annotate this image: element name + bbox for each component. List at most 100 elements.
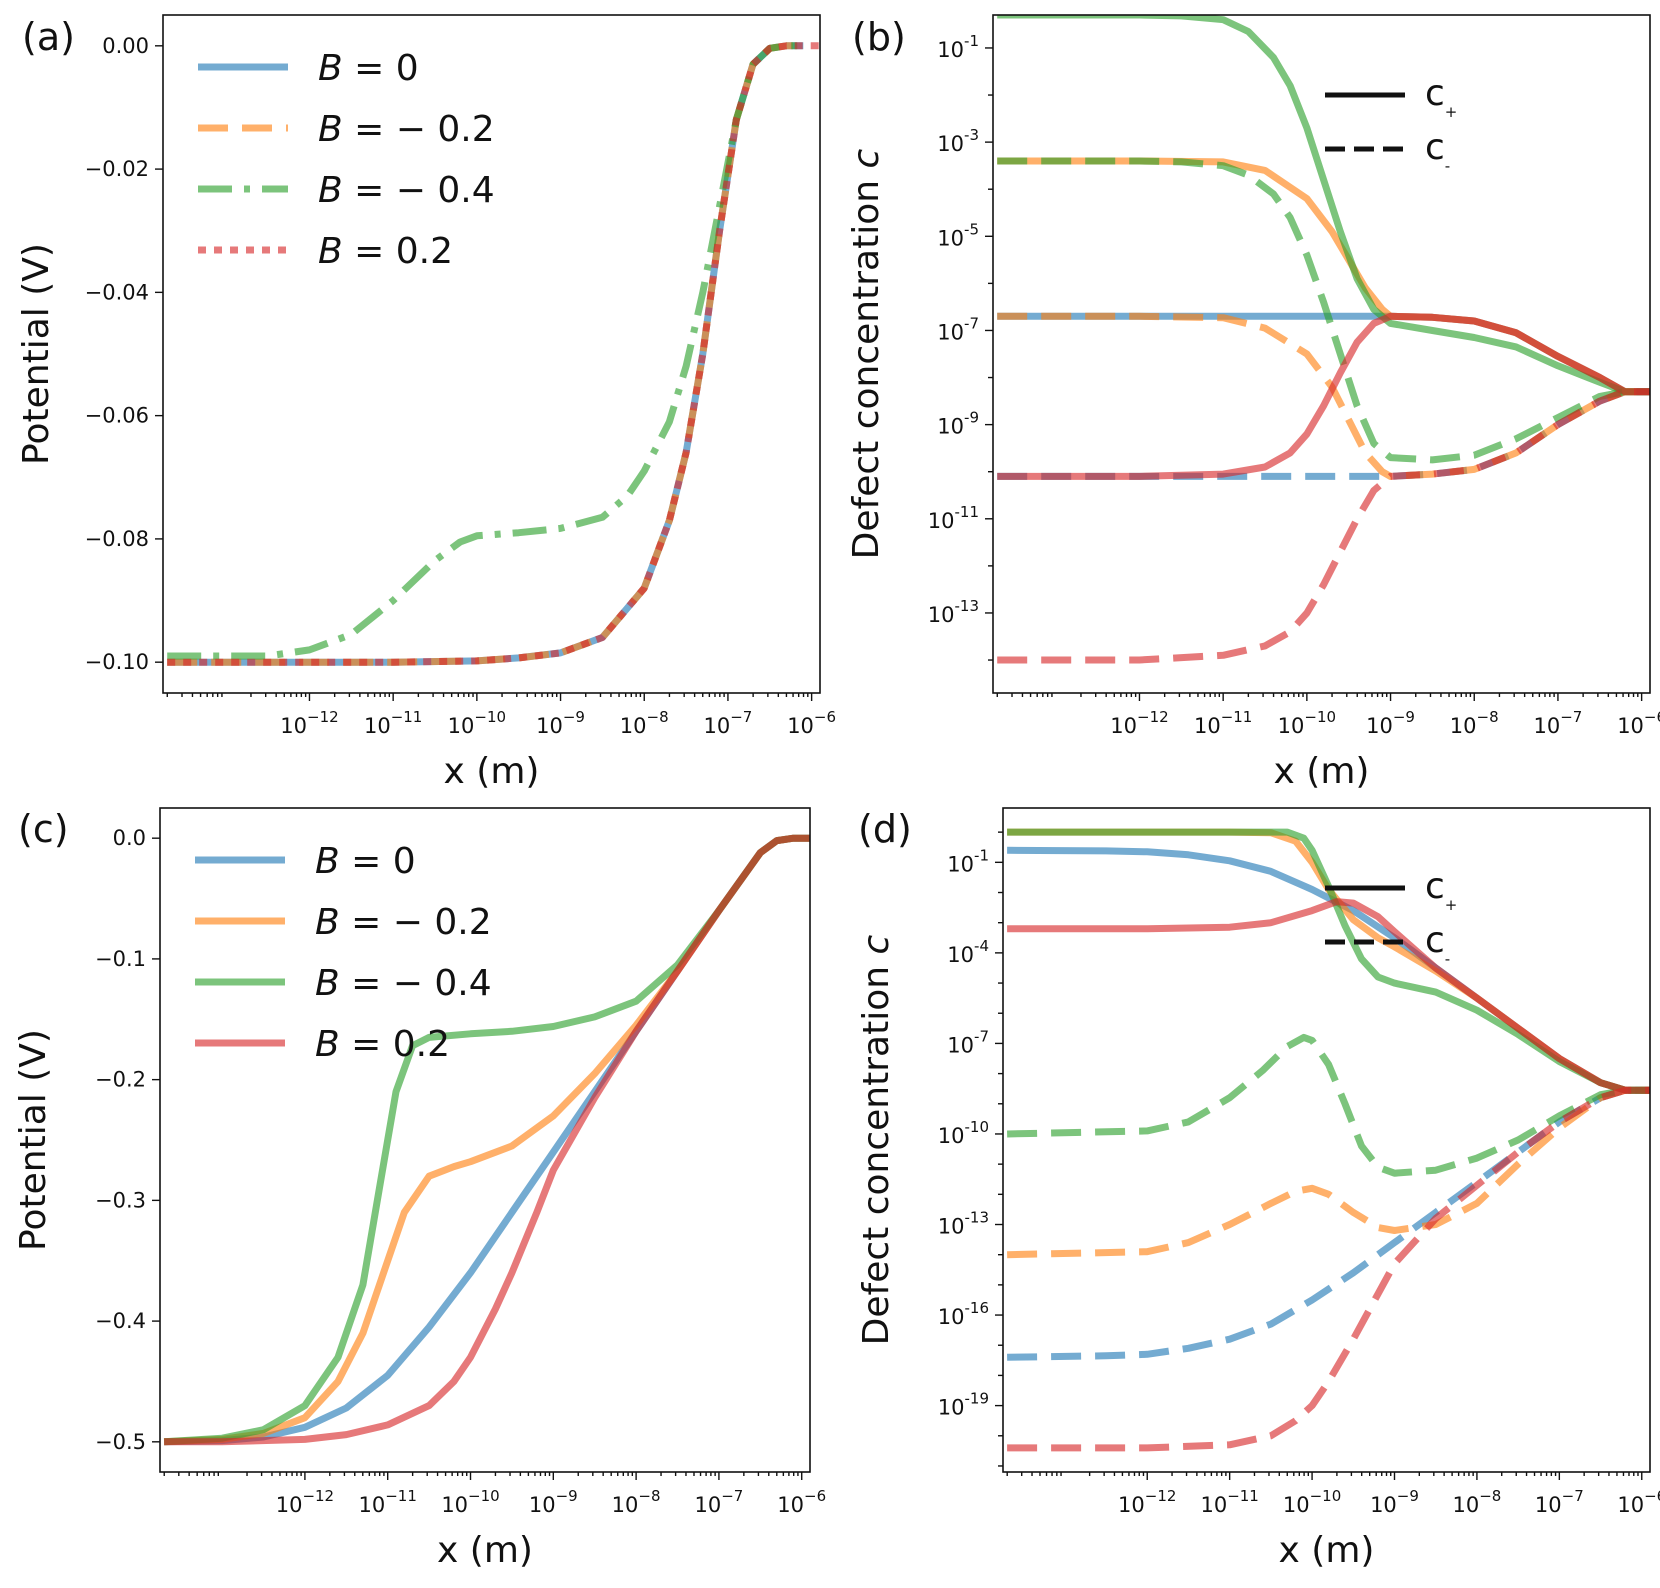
x-tick-label: 10−6: [787, 708, 836, 738]
x-tick-base: 10: [1200, 1493, 1227, 1517]
x-tick-label: 10−8: [1452, 1487, 1501, 1517]
legend-subscript: +: [1445, 103, 1458, 121]
y-tick-base: 10: [937, 415, 964, 439]
panel-a: (a)10−12 10−11 10−10 10−9 10−8 10−7 10−60.00−0…: [16, 14, 836, 792]
x-tick-exp: −11: [1221, 708, 1253, 726]
x-tick-exp: −12: [302, 1487, 334, 1505]
y-tick-exp: -13: [955, 597, 980, 615]
y-tick-base: 10: [937, 38, 964, 62]
x-tick-exp: −12: [1145, 1487, 1177, 1505]
series-group: [1007, 828, 1650, 1452]
x-tick-base: 10: [1370, 1493, 1397, 1517]
legend: c+ c-: [1325, 73, 1457, 175]
legend-entry-label: c-: [1425, 127, 1450, 175]
legend-entry-label: B = 0: [318, 48, 419, 89]
x-tick-exp: −8: [1479, 1487, 1501, 1505]
legend-variable: B: [318, 48, 343, 89]
x-tick-label: 10−9: [1370, 1487, 1419, 1517]
y-tick-label: 10-5: [937, 220, 979, 250]
series-group: [167, 42, 820, 666]
x-tick-base: 10: [1452, 1493, 1479, 1517]
x-axis-label: x (m): [1274, 751, 1370, 792]
legend-value: = 0: [343, 48, 419, 89]
x-tick-base: 10: [704, 714, 731, 738]
panel-label: (b): [852, 15, 906, 59]
y-tick-label: 10-1: [937, 32, 979, 62]
x-tick-exp: −6: [804, 1487, 826, 1505]
y-tick-label: 10-16: [938, 1299, 989, 1329]
legend-symbol: c: [1425, 920, 1445, 961]
y-tick-label: 10-13: [928, 597, 979, 627]
x-tick-label: 10−8: [612, 1487, 661, 1517]
y-tick-base: 10: [947, 943, 974, 967]
x-tick-exp: −11: [385, 1487, 417, 1505]
legend: B = 0B = − 0.2B = − 0.4B = 0.2: [198, 48, 495, 272]
x-tick-label: 10−11: [1200, 1487, 1258, 1517]
y-tick-exp: -1: [964, 32, 979, 50]
x-tick-exp: −10: [1310, 1487, 1342, 1505]
series-line: [997, 157, 1650, 464]
x-tick-label: 10−9: [536, 708, 585, 738]
y-tick-base: 10: [947, 1033, 974, 1057]
x-tick-exp: −7: [1560, 708, 1582, 726]
x-tick-exp: −9: [556, 1487, 578, 1505]
x-tick-exp: −11: [391, 708, 423, 726]
x-tick-exp: −11: [1227, 1487, 1259, 1505]
y-tick-exp: -7: [974, 1027, 989, 1045]
y-tick-base: 10: [938, 1305, 965, 1329]
legend-variable: B: [318, 170, 343, 211]
legend-variable: B: [315, 841, 340, 882]
y-tick-base: 10: [937, 132, 964, 156]
legend-subscript: -: [1445, 950, 1450, 968]
x-tick-label: 10−7: [1535, 1487, 1584, 1517]
x-tick-label: 10−6: [1617, 1487, 1660, 1517]
legend-symbol: c: [1425, 127, 1445, 168]
x-tick-base: 10: [1366, 714, 1393, 738]
y-tick-label: 10-13: [938, 1209, 989, 1239]
series-line: [1007, 1086, 1650, 1259]
x-tick-label: 10−7: [704, 708, 753, 738]
series-group: [163, 834, 810, 1446]
legend-entry-label: B = − 0.2: [315, 902, 492, 943]
legend-symbol: c: [1425, 866, 1445, 907]
y-tick-base: 10: [937, 320, 964, 344]
x-tick-exp: −8: [647, 708, 669, 726]
legend-entry-label: B = 0.2: [318, 231, 453, 272]
plot-frame: [159, 807, 811, 1473]
x-tick-label: 10−10: [1283, 1487, 1341, 1517]
legend: c+c-: [1325, 866, 1457, 968]
x-tick-base: 10: [1278, 714, 1305, 738]
x-axis-label: x (m): [1279, 1530, 1375, 1571]
y-tick-label: 0.0: [113, 826, 146, 850]
y-tick-exp: -9: [964, 409, 979, 427]
x-tick-label: 10−7: [1534, 708, 1583, 738]
y-tick-exp: -11: [955, 503, 980, 521]
series-group: [997, 15, 1650, 664]
x-tick-base: 10: [1283, 1493, 1310, 1517]
x-tick-base: 10: [448, 714, 475, 738]
y-axis-label: Potential (V): [13, 1029, 54, 1251]
y-tick-label: 10-4: [947, 937, 989, 967]
x-tick-exp: −6: [814, 708, 836, 726]
x-tick-base: 10: [276, 1493, 303, 1517]
series-line: [167, 42, 804, 666]
x-tick-label: 10−7: [694, 1487, 743, 1517]
y-tick-base: 10: [938, 1215, 965, 1239]
y-tick-label: −0.10: [85, 650, 149, 674]
y-tick-label: 10-7: [947, 1027, 989, 1057]
legend-subscript: -: [1445, 157, 1450, 175]
legend-variable: B: [315, 902, 340, 943]
legend-value: = − 0.2: [343, 109, 495, 150]
legend-value: = − 0.4: [340, 963, 492, 1004]
legend-entry-label: c+: [1425, 73, 1457, 121]
y-tick-base: 10: [928, 509, 955, 533]
y-tick-exp: -7: [964, 314, 979, 332]
x-tick-exp: −9: [1393, 708, 1415, 726]
x-tick-base: 10: [777, 1493, 804, 1517]
x-tick-exp: −8: [638, 1487, 660, 1505]
series-line: [1007, 898, 1650, 1094]
legend-value: = − 0.2: [340, 902, 492, 943]
y-tick-label: 10-11: [928, 503, 979, 533]
x-tick-label: 10−10: [1278, 708, 1336, 738]
y-tick-label: −0.1: [95, 947, 146, 971]
